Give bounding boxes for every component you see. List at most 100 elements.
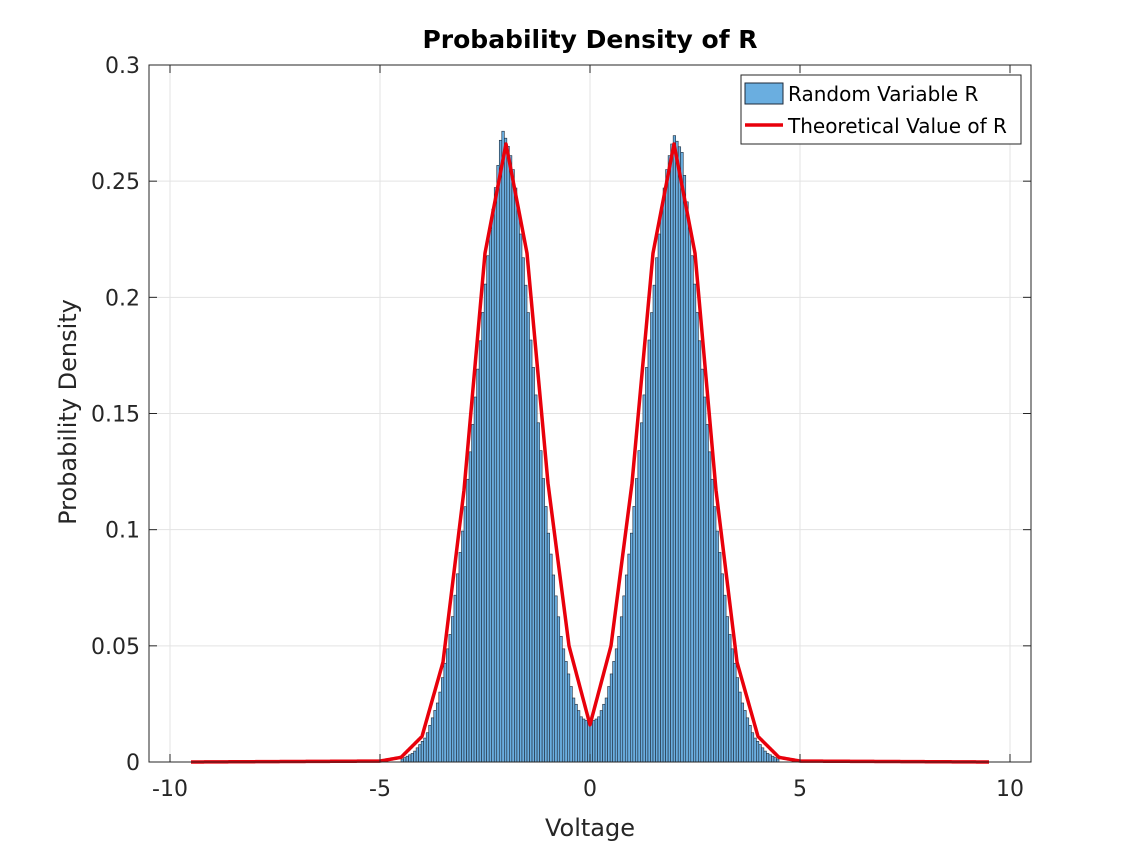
histogram-bar <box>592 720 596 763</box>
histogram-bar <box>670 143 674 763</box>
histogram-bar <box>488 230 493 763</box>
histogram-bar <box>597 716 601 763</box>
histogram-bar <box>708 451 712 763</box>
histogram-bar <box>509 155 513 763</box>
histogram-bar <box>481 312 485 763</box>
theoretical-curve <box>190 142 990 764</box>
histogram-bar <box>582 718 586 763</box>
x-tick-label: 5 <box>793 777 807 802</box>
histogram-bar <box>594 718 598 763</box>
histogram-bar <box>733 662 737 763</box>
x-tick-label: -10 <box>152 777 188 802</box>
y-tick-label: 0.05 <box>91 635 140 660</box>
histogram-bar <box>740 702 745 763</box>
histogram-bar <box>446 648 450 763</box>
histogram-bar <box>430 717 435 763</box>
histogram-bar <box>640 422 644 763</box>
x-tick-label: 0 <box>583 777 597 802</box>
histogram-bar <box>619 616 624 763</box>
histogram-bar <box>713 506 717 763</box>
histogram-bar <box>655 257 659 763</box>
histogram-bar <box>650 312 654 763</box>
histogram-bar <box>549 553 553 763</box>
legend: Random Variable R Theoretical Value of R <box>740 74 1022 145</box>
histogram-bar <box>750 732 755 763</box>
histogram-bar <box>453 594 457 763</box>
histogram-bar <box>423 737 427 763</box>
histogram-bar <box>572 697 576 763</box>
histogram-bar <box>730 648 734 763</box>
histogram-bar <box>693 283 697 763</box>
histogram-bar <box>690 255 694 763</box>
histogram-bar <box>463 506 467 763</box>
histogram-bar <box>534 394 538 763</box>
histogram-bar <box>647 339 651 763</box>
histogram-bar <box>773 757 777 763</box>
histogram-bar <box>720 573 724 763</box>
histogram-bar <box>456 573 460 763</box>
histogram-bar <box>511 169 515 763</box>
histogram-bar <box>531 367 535 763</box>
histogram-bar <box>758 744 762 763</box>
histogram-bar <box>675 140 679 763</box>
histogram-bar <box>645 367 649 763</box>
y-tick-label: 0.15 <box>91 403 140 428</box>
theoretical-curve-layer <box>190 142 990 764</box>
histogram-bar <box>756 741 760 763</box>
histogram-bar <box>405 755 409 763</box>
histogram-bar <box>735 677 739 763</box>
histogram-bar <box>657 233 661 763</box>
histogram-bar <box>443 662 447 763</box>
histogram-bar <box>473 396 477 763</box>
y-axis-label: Probability Density <box>54 299 82 525</box>
histogram-bar <box>632 506 636 763</box>
histogram-bar <box>710 478 714 763</box>
histogram-bar <box>418 744 422 763</box>
histogram-bar <box>630 532 634 763</box>
histogram-bar <box>705 424 709 763</box>
histogram-bar <box>438 691 442 763</box>
histogram-bar <box>743 710 747 763</box>
histogram-bar <box>471 424 475 763</box>
histogram-bar <box>448 634 452 763</box>
histogram-bar <box>561 648 566 763</box>
histogram-bar <box>584 720 588 763</box>
histogram-bar <box>695 312 699 763</box>
y-tick-label: 0.1 <box>105 519 140 544</box>
histogram-bar <box>579 716 583 763</box>
histogram-bar <box>403 757 407 763</box>
histogram-bar <box>498 139 503 763</box>
histogram-bar <box>768 754 772 763</box>
histogram-bar <box>519 233 523 763</box>
histogram-bar <box>468 451 472 763</box>
histogram-bar <box>516 210 520 763</box>
histogram-bar <box>425 732 430 763</box>
legend-swatch-random-variable <box>744 82 784 105</box>
histogram-bar <box>569 686 573 763</box>
histogram-bar <box>461 530 465 763</box>
histogram-bar <box>766 753 770 763</box>
histogram-bar <box>748 724 752 763</box>
histogram-bar <box>672 135 676 763</box>
histogram-bar <box>556 616 561 763</box>
histogram-bar <box>524 284 528 763</box>
histogram-bar <box>441 677 445 763</box>
histogram-bar <box>536 422 540 763</box>
histogram-bar <box>493 187 498 763</box>
histogram-bar <box>504 137 508 763</box>
histogram-bar <box>614 648 619 763</box>
histogram-bar <box>451 616 455 763</box>
histogram-bar <box>529 339 533 763</box>
histogram-bar <box>753 737 757 763</box>
histogram-bar <box>602 703 606 763</box>
histogram-bar <box>745 717 750 763</box>
x-tick-labels: -10 -5 0 5 10 <box>152 777 1024 802</box>
y-tick-label: 0.2 <box>105 286 140 311</box>
histogram-bar <box>715 530 719 763</box>
histogram-bar <box>607 686 611 763</box>
histogram-bar <box>567 673 571 763</box>
histogram-bar <box>483 283 487 763</box>
histogram-bar <box>433 710 437 763</box>
y-tick-label: 0 <box>126 751 140 776</box>
